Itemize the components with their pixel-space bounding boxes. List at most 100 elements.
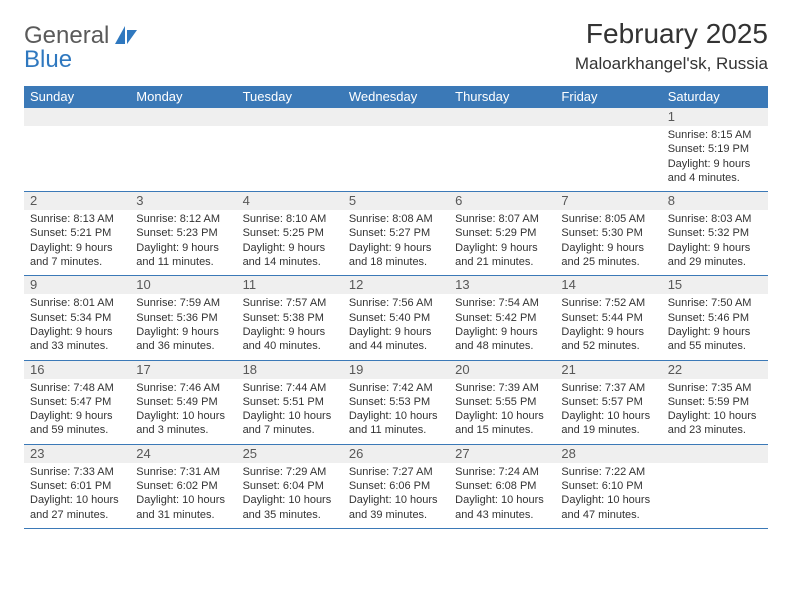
- day-line: Daylight: 10 hours: [243, 493, 337, 507]
- day-cell: 6Sunrise: 8:07 AMSunset: 5:29 PMDaylight…: [449, 192, 555, 275]
- day-line: Sunset: 5:49 PM: [136, 395, 230, 409]
- day-number-empty: [130, 108, 236, 126]
- weekday-header-row: Sunday Monday Tuesday Wednesday Thursday…: [24, 86, 768, 108]
- day-line: Daylight: 9 hours: [30, 409, 124, 423]
- day-line: Sunset: 5:19 PM: [668, 142, 762, 156]
- day-lines: Sunrise: 7:29 AMSunset: 6:04 PMDaylight:…: [237, 463, 343, 522]
- day-lines: Sunrise: 7:33 AMSunset: 6:01 PMDaylight:…: [24, 463, 130, 522]
- weekday-friday: Friday: [555, 86, 661, 108]
- day-line: Daylight: 10 hours: [349, 409, 443, 423]
- day-line: Sunrise: 7:59 AM: [136, 296, 230, 310]
- day-line: Sunset: 5:47 PM: [30, 395, 124, 409]
- day-number: 6: [449, 192, 555, 210]
- day-line: Sunrise: 7:54 AM: [455, 296, 549, 310]
- weekday-sunday: Sunday: [24, 86, 130, 108]
- day-line: Daylight: 9 hours: [349, 325, 443, 339]
- day-lines: Sunrise: 8:15 AMSunset: 5:19 PMDaylight:…: [662, 126, 768, 185]
- day-lines: Sunrise: 7:59 AMSunset: 5:36 PMDaylight:…: [130, 294, 236, 353]
- day-lines: Sunrise: 8:13 AMSunset: 5:21 PMDaylight:…: [24, 210, 130, 269]
- day-line: and 19 minutes.: [561, 423, 655, 437]
- day-line: Sunrise: 7:33 AM: [30, 465, 124, 479]
- day-number: 26: [343, 445, 449, 463]
- day-line: Sunset: 5:46 PM: [668, 311, 762, 325]
- day-cell: 2Sunrise: 8:13 AMSunset: 5:21 PMDaylight…: [24, 192, 130, 275]
- day-lines: Sunrise: 8:03 AMSunset: 5:32 PMDaylight:…: [662, 210, 768, 269]
- day-line: Sunrise: 7:56 AM: [349, 296, 443, 310]
- day-line: Sunrise: 7:57 AM: [243, 296, 337, 310]
- day-line: Sunset: 5:36 PM: [136, 311, 230, 325]
- day-line: Sunset: 5:59 PM: [668, 395, 762, 409]
- day-number-empty: [343, 108, 449, 126]
- day-line: Sunset: 5:44 PM: [561, 311, 655, 325]
- day-number-empty: [662, 445, 768, 463]
- day-lines: Sunrise: 8:07 AMSunset: 5:29 PMDaylight:…: [449, 210, 555, 269]
- day-line: Daylight: 9 hours: [668, 241, 762, 255]
- day-line: Sunset: 5:21 PM: [30, 226, 124, 240]
- day-line: and 15 minutes.: [455, 423, 549, 437]
- day-line: Sunset: 5:51 PM: [243, 395, 337, 409]
- day-number-empty: [24, 108, 130, 126]
- day-cell: 27Sunrise: 7:24 AMSunset: 6:08 PMDayligh…: [449, 445, 555, 528]
- day-line: and 40 minutes.: [243, 339, 337, 353]
- day-lines: Sunrise: 7:56 AMSunset: 5:40 PMDaylight:…: [343, 294, 449, 353]
- day-number: 25: [237, 445, 343, 463]
- day-line: Sunset: 6:06 PM: [349, 479, 443, 493]
- day-line: Daylight: 10 hours: [455, 409, 549, 423]
- day-number: 10: [130, 276, 236, 294]
- week-row: 16Sunrise: 7:48 AMSunset: 5:47 PMDayligh…: [24, 361, 768, 445]
- day-line: Sunset: 5:53 PM: [349, 395, 443, 409]
- day-cell: 25Sunrise: 7:29 AMSunset: 6:04 PMDayligh…: [237, 445, 343, 528]
- day-line: Sunrise: 7:29 AM: [243, 465, 337, 479]
- day-line: and 11 minutes.: [136, 255, 230, 269]
- day-line: and 47 minutes.: [561, 508, 655, 522]
- day-line: Sunset: 5:34 PM: [30, 311, 124, 325]
- day-line: Sunset: 6:08 PM: [455, 479, 549, 493]
- day-line: and 55 minutes.: [668, 339, 762, 353]
- brand-part2: Blue: [24, 46, 72, 74]
- weeks-container: 1Sunrise: 8:15 AMSunset: 5:19 PMDaylight…: [24, 108, 768, 529]
- day-lines: [24, 126, 130, 128]
- day-lines: Sunrise: 8:12 AMSunset: 5:23 PMDaylight:…: [130, 210, 236, 269]
- day-line: and 48 minutes.: [455, 339, 549, 353]
- day-line: Daylight: 10 hours: [561, 493, 655, 507]
- day-line: and 39 minutes.: [349, 508, 443, 522]
- day-cell: 7Sunrise: 8:05 AMSunset: 5:30 PMDaylight…: [555, 192, 661, 275]
- day-lines: Sunrise: 7:39 AMSunset: 5:55 PMDaylight:…: [449, 379, 555, 438]
- day-line: Sunset: 5:25 PM: [243, 226, 337, 240]
- day-line: Daylight: 9 hours: [136, 241, 230, 255]
- day-line: Sunrise: 7:42 AM: [349, 381, 443, 395]
- day-cell: 19Sunrise: 7:42 AMSunset: 5:53 PMDayligh…: [343, 361, 449, 444]
- day-lines: Sunrise: 7:22 AMSunset: 6:10 PMDaylight:…: [555, 463, 661, 522]
- day-line: Sunset: 6:10 PM: [561, 479, 655, 493]
- day-line: Sunrise: 7:50 AM: [668, 296, 762, 310]
- day-cell: [343, 108, 449, 191]
- day-line: Sunset: 5:40 PM: [349, 311, 443, 325]
- day-line: Sunrise: 7:27 AM: [349, 465, 443, 479]
- day-number: 2: [24, 192, 130, 210]
- day-line: Daylight: 9 hours: [30, 325, 124, 339]
- day-line: Sunset: 5:38 PM: [243, 311, 337, 325]
- day-line: Sunset: 6:04 PM: [243, 479, 337, 493]
- day-number: 22: [662, 361, 768, 379]
- sail-icon: [115, 26, 137, 46]
- day-cell: [662, 445, 768, 528]
- day-number-empty: [449, 108, 555, 126]
- day-line: and 23 minutes.: [668, 423, 762, 437]
- day-cell: 8Sunrise: 8:03 AMSunset: 5:32 PMDaylight…: [662, 192, 768, 275]
- day-line: Sunrise: 8:03 AM: [668, 212, 762, 226]
- day-line: Sunrise: 8:07 AM: [455, 212, 549, 226]
- day-cell: [555, 108, 661, 191]
- day-line: and 3 minutes.: [136, 423, 230, 437]
- day-line: Sunset: 5:32 PM: [668, 226, 762, 240]
- day-cell: 14Sunrise: 7:52 AMSunset: 5:44 PMDayligh…: [555, 276, 661, 359]
- day-cell: [130, 108, 236, 191]
- day-lines: Sunrise: 7:35 AMSunset: 5:59 PMDaylight:…: [662, 379, 768, 438]
- day-lines: [343, 126, 449, 128]
- day-line: Daylight: 10 hours: [561, 409, 655, 423]
- day-line: Sunset: 5:42 PM: [455, 311, 549, 325]
- day-lines: Sunrise: 8:01 AMSunset: 5:34 PMDaylight:…: [24, 294, 130, 353]
- day-line: Sunrise: 8:01 AM: [30, 296, 124, 310]
- week-row: 23Sunrise: 7:33 AMSunset: 6:01 PMDayligh…: [24, 445, 768, 529]
- day-line: and 59 minutes.: [30, 423, 124, 437]
- day-lines: Sunrise: 7:48 AMSunset: 5:47 PMDaylight:…: [24, 379, 130, 438]
